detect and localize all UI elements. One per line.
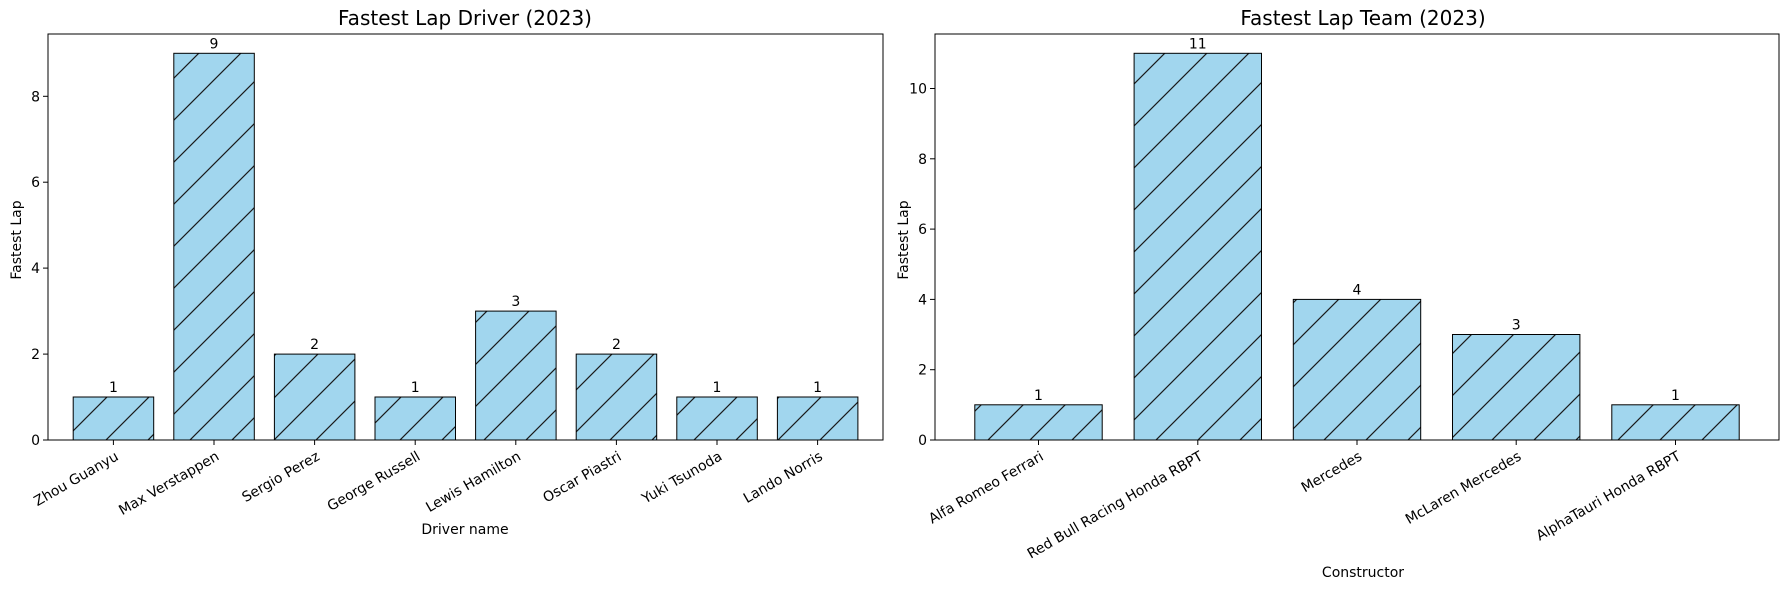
bar <box>1133 52 1262 441</box>
data-labels: 1 9 2 1 3 2 1 1 <box>109 36 822 396</box>
driver-chart-panel: Fastest Lap Driver (2023) Fastest Lap Dr… <box>9 6 884 538</box>
x-tick-label: George Russell <box>325 449 423 515</box>
x-tick-label: Mercedes <box>1299 449 1365 496</box>
y-tick-label: 0 <box>918 433 927 449</box>
y-axis-label: Fastest Lap <box>9 200 25 279</box>
bar <box>72 396 155 441</box>
y-tick-label: 2 <box>918 363 927 379</box>
bar <box>974 404 1103 441</box>
y-tick-label: 4 <box>918 292 927 308</box>
data-label: 11 <box>1189 36 1207 52</box>
x-axis-label: Constructor <box>1322 565 1404 581</box>
y-tick-labels: 0 2 4 6 8 10 <box>909 82 935 449</box>
bar <box>776 396 859 441</box>
data-label: 1 <box>1034 388 1043 404</box>
data-label: 2 <box>612 337 621 353</box>
data-label: 4 <box>1353 282 1362 298</box>
y-axis-label: Fastest Lap <box>896 200 912 279</box>
y-tick-label: 10 <box>909 82 927 98</box>
bar <box>273 353 356 441</box>
x-tick-label: McLaren Mercedes <box>1403 449 1524 528</box>
bar <box>575 353 658 441</box>
y-tick-label: 6 <box>918 222 927 238</box>
y-tick-label: 2 <box>31 347 40 363</box>
data-label: 1 <box>411 380 420 396</box>
data-label: 2 <box>310 337 319 353</box>
bar <box>173 52 255 441</box>
bar <box>475 310 557 441</box>
bar <box>676 396 758 441</box>
bars-group <box>72 52 859 441</box>
team-chart-panel: Fastest Lap Team (2023) Fastest Lap Cons… <box>896 6 1780 581</box>
y-tick-label: 0 <box>31 433 40 449</box>
y-tick-label: 6 <box>31 175 40 191</box>
bar <box>374 396 456 441</box>
bar <box>1292 298 1422 441</box>
y-tick-label: 4 <box>31 261 40 277</box>
x-tick-label: Lewis Hamilton <box>423 449 523 516</box>
y-tick-label: 8 <box>918 152 927 168</box>
plot-frame <box>934 33 1780 441</box>
x-tick-label: Red Bull Racing Honda RBPT <box>1025 448 1206 562</box>
chart-title: Fastest Lap Team (2023) <box>1240 6 1485 30</box>
data-label: 1 <box>109 380 118 396</box>
bars-group <box>974 52 1740 441</box>
bar <box>1452 334 1581 441</box>
x-axis-label: Driver name <box>421 522 508 538</box>
data-label: 1 <box>813 380 822 396</box>
data-label: 1 <box>713 380 722 396</box>
x-tick-label: Lando Norris <box>741 449 826 507</box>
bar <box>1611 404 1740 441</box>
data-label: 9 <box>210 36 219 52</box>
data-label: 3 <box>511 294 520 310</box>
x-tick-label: Zhou Guanyu <box>31 449 121 510</box>
plot-frame <box>47 33 884 441</box>
x-tick-label: Yuki Tsunoda <box>639 449 725 508</box>
x-tick-label: Oscar Piastri <box>540 449 624 507</box>
data-label: 1 <box>1671 388 1680 404</box>
x-tick-label: Alfa Romeo Ferrari <box>926 449 1046 528</box>
x-tick-label: AlphaTauri Honda RBPT <box>1534 448 1684 544</box>
data-label: 3 <box>1512 318 1521 334</box>
chart-title: Fastest Lap Driver (2023) <box>338 6 592 30</box>
x-tick-label: Sergio Perez <box>239 449 322 506</box>
x-tick-label: Max Verstappen <box>116 449 222 519</box>
y-tick-labels: 0 2 4 6 8 <box>31 89 48 449</box>
y-tick-label: 8 <box>31 89 40 105</box>
